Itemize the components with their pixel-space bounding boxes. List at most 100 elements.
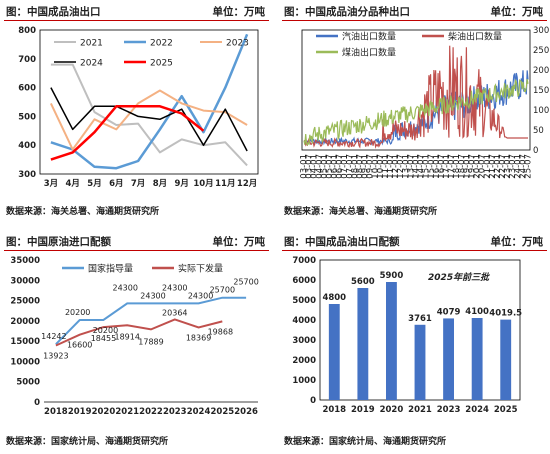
- x-tick-label: 09-01: [361, 154, 371, 179]
- x-tick-label: 18-01: [452, 154, 462, 179]
- x-tick-label: 11-01: [381, 154, 391, 179]
- x-tick-label: 12-07: [396, 154, 406, 179]
- x-tick-label: 03-07: [305, 154, 315, 179]
- series-line-2022: [50, 33, 249, 170]
- x-tick-label: 04-01: [310, 154, 320, 179]
- data-label: 19868: [208, 327, 233, 336]
- x-tick-label: 2025: [210, 407, 234, 417]
- panel-product-oil-exports: 图：中国成品油出口 单位：万吨 300 400 500 600 700 800 3月 4月 5月…: [4, 2, 269, 222]
- bar-value-label: 5600: [351, 277, 375, 287]
- y-tick-label: 35000: [10, 256, 40, 266]
- x-tick-label: 3月: [44, 179, 58, 189]
- series-line-guidance: [55, 296, 247, 345]
- x-tick-label: 2021: [115, 407, 139, 417]
- x-tick-label: 2024: [187, 407, 211, 417]
- x-tick-label: 05-01: [320, 154, 330, 179]
- x-tick-label: 07-07: [345, 154, 355, 179]
- x-tick-label: 2019: [68, 407, 92, 417]
- data-label: 20364: [162, 308, 187, 317]
- panel-unit: 单位：万吨: [490, 236, 544, 248]
- x-tick-label: 06-01: [330, 154, 340, 179]
- panel-header: 图：中国原油进口配额 单位：万吨: [4, 232, 269, 251]
- x-tick-label: 12月: [237, 179, 257, 189]
- legend-label: 2021: [80, 39, 103, 49]
- y-tick-label: 300: [18, 170, 36, 180]
- bar-value-label: 4100: [465, 307, 489, 317]
- x-tick-label: 2026: [234, 407, 258, 417]
- x-tick-label: 12-01: [391, 154, 401, 179]
- panel-source: 数据来源：海关总署、海通期货研究所: [284, 207, 438, 217]
- y-tick-label: 4000: [292, 316, 316, 326]
- x-tick-label: 2020: [380, 405, 404, 415]
- data-label: 25700: [233, 278, 258, 287]
- panel-source: 数据来源：国家统计局、海通期货研究所: [284, 437, 447, 447]
- bar-value-label: 3761: [408, 314, 432, 324]
- panel-source: 数据来源：海关总署、海通期货研究所: [6, 207, 160, 217]
- y-tick-label: 30000: [10, 276, 40, 286]
- series-line-diesel: [303, 45, 528, 149]
- chart-export-quota-bars: 0 1000 2000 3000 4000 5000 6000 7000 4800 2018 560…: [292, 256, 522, 415]
- y-tick-label: 700: [18, 55, 36, 65]
- bar-2020: [386, 282, 397, 400]
- x-tick-label: 20-07: [478, 154, 488, 179]
- data-label: 20200: [65, 308, 90, 317]
- y-tick-label: 300: [533, 26, 549, 36]
- x-tick-label: 5月: [87, 179, 101, 189]
- y-tick-label: 0: [34, 398, 40, 408]
- chart-monthly-exports: 300 400 500 600 700 800 3月 4月 5月 6月 7月 8月 9月 10月 11月 12…: [18, 26, 259, 189]
- x-tick-label: 4月: [65, 179, 79, 189]
- x-tick-label: 16-07: [437, 154, 447, 179]
- x-tick-label: 2022: [139, 407, 163, 417]
- series-line-actual: [55, 318, 223, 347]
- x-tick-label: 21-01: [483, 154, 493, 179]
- bar-2019: [357, 288, 369, 400]
- y-tick-label: 15000: [10, 337, 40, 347]
- x-tick-label: 15-07: [427, 154, 437, 179]
- x-tick-label: 2025: [494, 405, 518, 415]
- x-tick-label: 15-01: [422, 154, 432, 179]
- y-tick-label: 0: [310, 396, 316, 406]
- y-tick-label: 50: [533, 126, 544, 136]
- y-tick-label: 600: [18, 84, 36, 94]
- x-tick-label: 8月: [153, 179, 167, 189]
- bar-value-label: 4800: [322, 293, 346, 303]
- y-tick-label: 6000: [292, 276, 316, 286]
- x-tick-label: 21-07: [488, 154, 498, 179]
- x-tick-label: 04-07: [315, 154, 325, 179]
- panel-exports-by-product: 图：中国成品油分品种出口 单位：万吨 0 50 100 150 200 250 300 03-…: [282, 2, 549, 222]
- x-tick-label: 24-07: [518, 154, 528, 179]
- data-label: 18369: [186, 333, 211, 342]
- x-tick-label: 20-01: [473, 154, 483, 179]
- x-tick-label: 11-07: [386, 154, 396, 179]
- y-tick-label: 400: [18, 141, 36, 151]
- data-label: 24300: [140, 291, 165, 300]
- x-tick-label: 19-01: [462, 154, 472, 179]
- x-tick-label: 07-01: [340, 154, 350, 179]
- x-tick-label: 2024: [465, 405, 489, 415]
- x-tick-label: 13-07: [406, 154, 416, 179]
- x-tick-label: 11月: [215, 179, 235, 189]
- panel-unit: 单位：万吨: [490, 6, 544, 18]
- x-tick-label: 14-07: [417, 154, 427, 179]
- x-tick-label: 2019: [351, 405, 375, 415]
- data-label: 20200: [93, 326, 118, 335]
- data-label: 18455: [91, 334, 116, 343]
- y-tick-label: 150: [533, 86, 549, 96]
- x-tick-label: 18-07: [457, 154, 467, 179]
- y-tick-label: 2000: [292, 356, 316, 366]
- x-tick-label: 10-07: [376, 154, 386, 179]
- series-line-2025: [50, 105, 205, 161]
- panel-product-export-quota: 图：中国成品油出口配额 单位：万吨 0 1000 2000 3000 4000 5000 6…: [282, 232, 547, 452]
- x-tick-label: 24-01: [513, 154, 523, 179]
- legend-label: 2023: [226, 39, 249, 49]
- data-label: 14242: [41, 332, 66, 341]
- x-tick-label: 22-01: [493, 154, 503, 179]
- x-tick-label: 17-07: [447, 154, 457, 179]
- data-label: 17889: [138, 337, 163, 346]
- legend-label: 2022: [150, 39, 173, 49]
- legend-label: 2025: [150, 59, 173, 69]
- data-label: 24300: [112, 283, 137, 292]
- x-tick-label: 9月: [174, 179, 188, 189]
- y-tick-label: 800: [18, 26, 36, 36]
- y-tick-label: 500: [18, 112, 36, 122]
